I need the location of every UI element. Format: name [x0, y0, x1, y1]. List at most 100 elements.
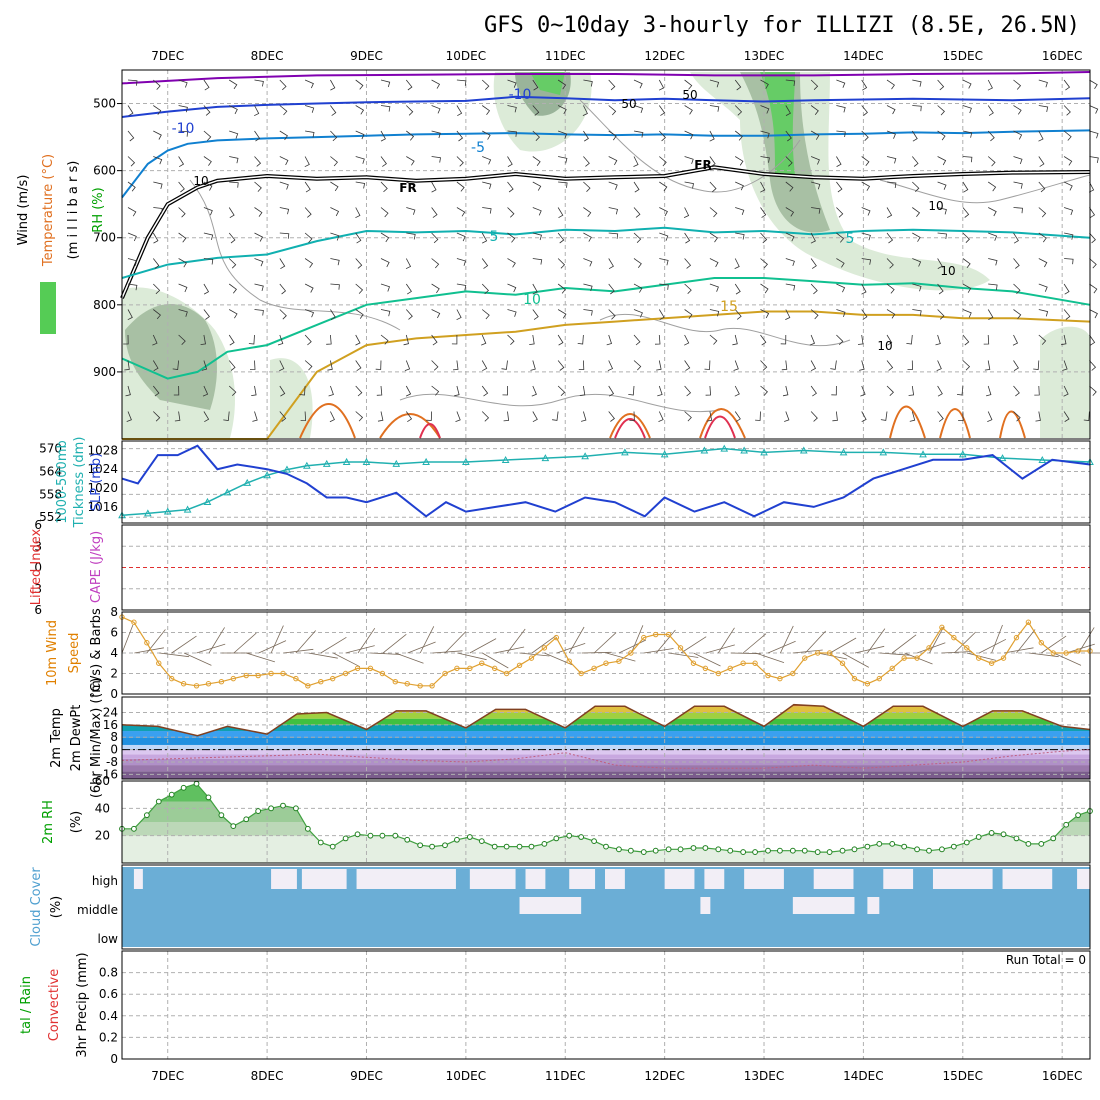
speed-marker: [790, 670, 796, 677]
wind-barb: [618, 639, 647, 654]
wind-barb: [734, 411, 741, 422]
panel-label: (m/s) & Barbs: [89, 608, 104, 698]
wind-barb: [785, 283, 796, 291]
cape-panel-label: Lifted Index CAPE (J/kg): [29, 528, 104, 605]
wind-barb: [481, 79, 490, 90]
wind-barb: [279, 232, 290, 239]
wind-barb: [174, 411, 181, 422]
speed-marker: [218, 679, 225, 685]
wind-barb: [1089, 232, 1096, 244]
wind-barb: [861, 79, 868, 91]
wind-barb: [456, 156, 464, 167]
wind-barb: [254, 309, 264, 316]
wind-barb: [937, 309, 945, 320]
wind-barb: [127, 130, 135, 142]
wind-barb: [760, 309, 770, 319]
wind-barb: [432, 650, 463, 654]
wind-barb: [912, 309, 922, 316]
wind-barb: [126, 411, 132, 422]
wind-barb: [1013, 283, 1021, 294]
wind-barb: [861, 130, 869, 141]
wind-barb: [991, 624, 1003, 654]
clear-cell: [605, 869, 625, 889]
isotherm-line: [699, 408, 746, 439]
speed-marker: [889, 665, 895, 672]
wind-barb: [760, 156, 770, 163]
rh-marker: [665, 846, 672, 853]
wind-barb: [780, 625, 794, 654]
wind-barb: [709, 334, 718, 345]
wind-barb: [760, 334, 767, 346]
rh-marker: [715, 846, 722, 853]
wind-barb: [178, 283, 188, 293]
wind-barb: [153, 283, 161, 295]
wind-barb: [633, 360, 642, 371]
wind-barb: [608, 385, 615, 397]
wind-barb: [734, 130, 743, 141]
wind-barb: [842, 652, 869, 668]
wind-barb: [1033, 360, 1040, 370]
wind-barb: [886, 207, 893, 218]
wind-barb: [886, 156, 897, 164]
slp-tick: 1016: [87, 500, 118, 514]
speed-marker: [503, 670, 510, 677]
rh2m-frame: [121, 780, 1091, 864]
wind-barb: [123, 334, 129, 345]
wind-barb: [732, 334, 738, 346]
wind-barb: [582, 105, 588, 116]
rh-area: [1040, 326, 1090, 438]
speed-marker: [193, 683, 200, 689]
wind-barb: [785, 181, 794, 192]
slp-tick: 1020: [87, 481, 118, 495]
wind-barb: [304, 105, 315, 113]
slp-frame: [121, 440, 1091, 524]
wind-barb: [657, 385, 663, 397]
wind-barb: [583, 79, 593, 87]
wind-barb: [1063, 283, 1070, 295]
wind-barb: [456, 79, 467, 86]
wind-barb: [1053, 652, 1082, 666]
rh-marker: [218, 812, 225, 819]
wind-barb: [431, 79, 441, 89]
thickness-marker: [581, 452, 589, 460]
wind-barb: [557, 207, 564, 219]
panel-label: (%): [69, 811, 84, 834]
wind-barb: [252, 411, 258, 422]
speed-marker: [417, 683, 423, 689]
thickness-marker: [919, 450, 927, 458]
wind-barb: [304, 181, 311, 193]
wind-barb: [886, 283, 895, 294]
wind-barb: [406, 309, 413, 320]
isotherm-line: [419, 423, 441, 439]
wind-barb: [836, 283, 846, 293]
rh-marker: [690, 845, 697, 851]
wind-barb: [684, 232, 691, 244]
speed-marker: [280, 670, 286, 677]
pressure-axis: 500 600 700 800 900: [93, 97, 122, 379]
wind-barb: [912, 79, 922, 87]
panel-label: Cloud Cover: [29, 867, 44, 947]
rh-marker: [1000, 831, 1007, 838]
wind-barb: [355, 385, 363, 397]
panel-label: Tickness (dm): [72, 437, 87, 529]
speed-marker: [677, 645, 684, 651]
wind-barb: [377, 411, 384, 422]
wind-barb: [481, 309, 490, 320]
panel-label: (%): [49, 896, 64, 919]
wind-barb: [606, 652, 636, 662]
rh-marker: [354, 831, 361, 838]
rh-marker: [1038, 840, 1045, 847]
wind-barb: [583, 207, 592, 217]
wind-barb: [304, 334, 312, 346]
wind-barb: [557, 360, 565, 371]
wind-barb: [1013, 79, 1022, 90]
upper-air-panel: -10 -10 -5 FR FR 5 5 10 15 10 50 50 10 1…: [16, 69, 1099, 440]
wind-barb: [836, 130, 846, 138]
wind-barb: [836, 79, 846, 88]
speed-line: [121, 616, 1090, 687]
wind-barb: [203, 207, 213, 216]
speed-marker: [144, 640, 150, 646]
wind-barb: [929, 626, 945, 654]
series-line: [121, 749, 1091, 769]
wind-barb: [330, 232, 340, 241]
